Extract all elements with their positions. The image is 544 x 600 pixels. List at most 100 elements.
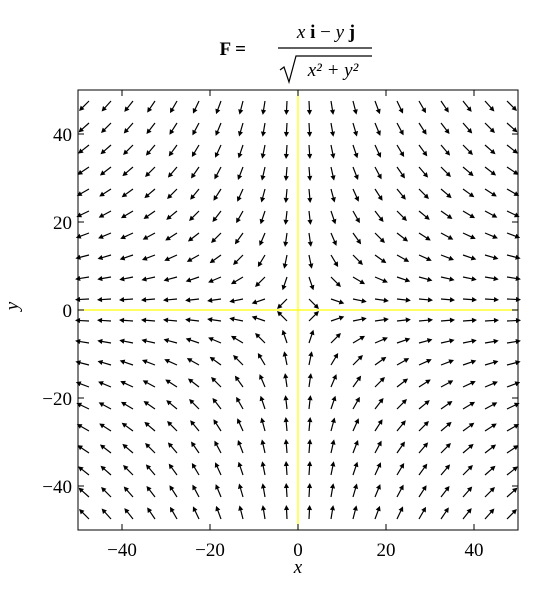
arrow — [165, 232, 178, 241]
arrow — [169, 122, 178, 135]
arrow — [506, 166, 519, 175]
arrow — [260, 439, 266, 454]
arrow — [187, 378, 200, 388]
arrow — [233, 254, 244, 265]
arrow — [418, 442, 429, 454]
arrow — [484, 166, 497, 176]
arrow — [462, 166, 474, 177]
arrow — [306, 504, 313, 520]
arrow — [440, 210, 453, 219]
arrow — [191, 144, 200, 158]
arrow — [396, 232, 409, 242]
arrow — [352, 210, 360, 224]
arrow — [506, 210, 520, 218]
arrow — [506, 188, 520, 196]
arrow — [168, 144, 178, 157]
arrow — [418, 254, 432, 262]
arrow — [283, 144, 289, 160]
arrow — [214, 166, 222, 180]
arrow — [374, 317, 389, 323]
arrow — [189, 210, 200, 221]
arrow — [308, 254, 314, 269]
arrow — [147, 507, 156, 520]
arrow — [260, 417, 266, 432]
arrow — [396, 254, 410, 262]
x-tick-label: −20 — [195, 540, 225, 561]
arrow — [79, 509, 90, 520]
arrow — [163, 338, 178, 344]
arrow — [166, 210, 178, 220]
arrow — [506, 487, 518, 498]
arrow — [440, 188, 452, 199]
arrow — [238, 505, 244, 520]
arrow — [98, 232, 112, 239]
arrow — [101, 487, 112, 498]
arrow — [307, 395, 313, 410]
arrow — [330, 232, 337, 246]
arrow — [484, 444, 497, 454]
arrow — [123, 486, 134, 498]
arrow — [76, 188, 90, 196]
arrow — [141, 317, 156, 323]
arrow — [440, 166, 451, 177]
arrow — [97, 359, 112, 366]
arrow — [352, 276, 366, 285]
arrow — [191, 441, 200, 454]
arrow — [462, 401, 476, 410]
arrow — [237, 166, 244, 181]
arrow — [462, 338, 477, 344]
arrow — [190, 420, 200, 432]
arrow — [251, 298, 266, 305]
arrow — [484, 100, 495, 112]
arrow — [462, 188, 475, 198]
arrow — [418, 100, 426, 114]
arrow — [396, 399, 407, 410]
arrow — [257, 254, 266, 268]
arrow — [167, 166, 178, 178]
arrow — [99, 444, 112, 454]
arrow — [213, 188, 222, 201]
arrow — [238, 100, 244, 115]
arrow — [330, 439, 336, 454]
arrow — [259, 210, 266, 225]
arrow — [484, 381, 498, 388]
arrow — [330, 210, 337, 225]
arrow — [484, 487, 495, 498]
arrow — [162, 317, 178, 323]
arrow — [396, 358, 410, 366]
arrow — [329, 122, 336, 137]
arrow — [462, 100, 472, 112]
arrow — [76, 402, 90, 410]
arrow — [234, 375, 244, 388]
arrow — [440, 276, 455, 282]
arrow — [352, 505, 358, 520]
arrow — [484, 317, 500, 324]
arrow — [396, 462, 405, 476]
arrow — [208, 337, 222, 344]
arrow — [141, 276, 156, 282]
arrow — [418, 338, 433, 344]
arrow — [506, 100, 517, 111]
x-tick-label: 0 — [293, 540, 303, 561]
arrow — [167, 442, 178, 454]
arrow — [462, 122, 473, 134]
arrow — [418, 421, 429, 432]
arrow — [374, 419, 383, 432]
arrow — [169, 485, 178, 498]
arrow — [209, 356, 222, 366]
arrow — [330, 315, 345, 322]
arrow — [75, 360, 90, 366]
arrow — [191, 462, 200, 476]
arrow — [186, 254, 200, 262]
arrow — [214, 440, 222, 454]
plot-area — [74, 89, 522, 531]
arrow — [283, 210, 289, 225]
arrow — [97, 254, 112, 261]
arrow — [257, 352, 266, 366]
arrow — [462, 297, 478, 303]
arrow — [121, 422, 134, 432]
arrow — [211, 377, 222, 388]
arrow — [352, 166, 359, 181]
arrow — [307, 210, 313, 225]
